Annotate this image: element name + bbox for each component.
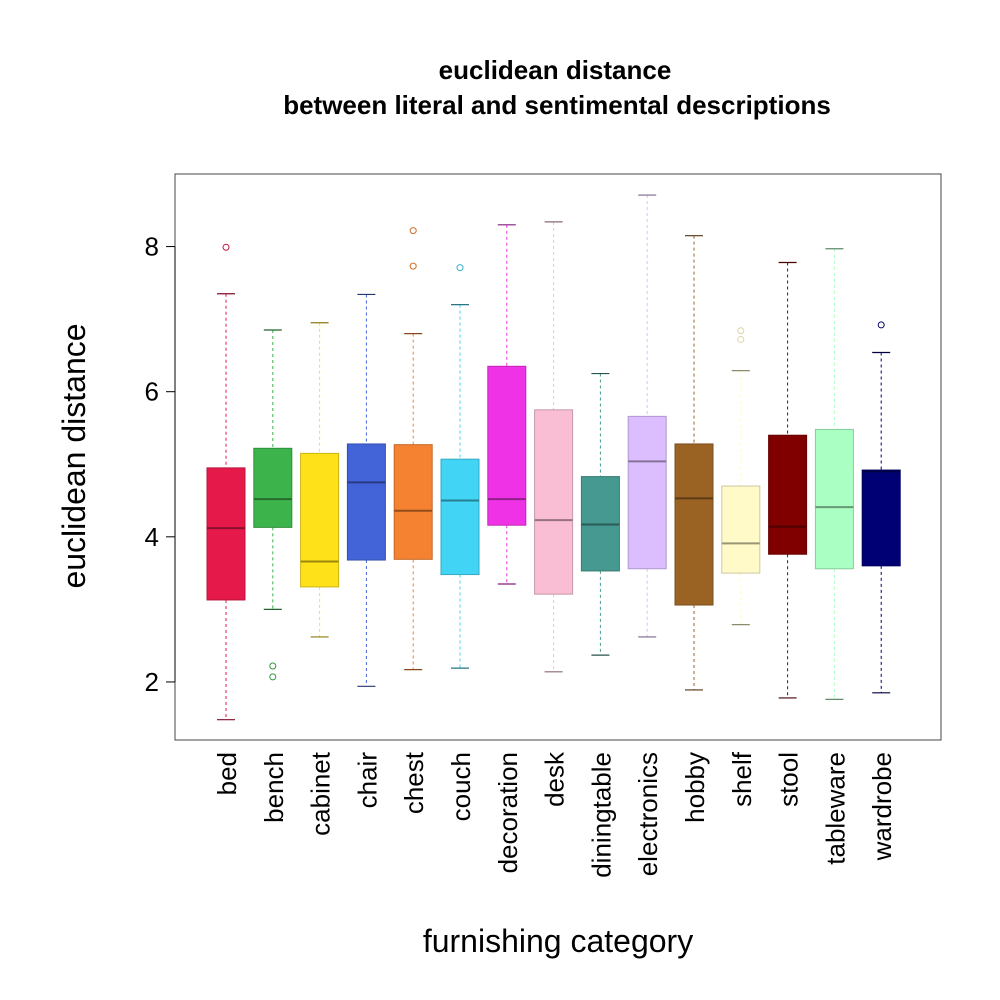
box-iqr [346, 443, 386, 561]
outlier-point [269, 673, 277, 681]
y-tick-label: 6 [145, 377, 159, 407]
box-hobby [674, 235, 714, 691]
box-series [206, 194, 901, 721]
x-tick-label: diningtable [586, 752, 616, 878]
box-diningtable [580, 372, 620, 656]
x-tick-label: chest [399, 751, 429, 814]
x-tick-label: wardrobe [867, 752, 897, 861]
box-iqr [487, 365, 527, 526]
box-iqr [721, 485, 761, 574]
outlier-point [737, 335, 745, 343]
x-tick-label: tableware [820, 752, 850, 865]
chart-title: euclidean distance [439, 55, 672, 85]
x-tick-label: shelf [727, 751, 757, 807]
x-tick-label: chair [352, 752, 382, 809]
x-tick-label: stool [774, 752, 804, 807]
box-iqr [440, 458, 480, 576]
box-iqr [861, 469, 901, 567]
x-tick-label: couch [446, 752, 476, 821]
box-tableware [814, 248, 854, 700]
box-desk [534, 221, 574, 673]
box-iqr [768, 434, 808, 555]
box-bed [206, 243, 246, 721]
x-tick-label: cabinet [306, 751, 336, 836]
outlier-point [456, 264, 464, 272]
box-iqr [300, 452, 340, 588]
outlier-point [737, 327, 745, 335]
outlier-point [269, 662, 277, 670]
box-iqr [534, 409, 574, 595]
box-decoration [487, 224, 527, 585]
box-couch [440, 264, 480, 669]
box-iqr [253, 447, 293, 528]
box-wardrobe [861, 321, 901, 694]
box-electronics [627, 194, 667, 638]
outlier-point [409, 262, 417, 270]
box-iqr [674, 443, 714, 606]
box-iqr [393, 444, 433, 560]
x-tick-label: hobby [680, 752, 710, 823]
x-tick-label: bed [212, 752, 242, 795]
x-axis-label: furnishing category [423, 923, 693, 959]
outlier-point [409, 227, 417, 235]
box-iqr [814, 428, 854, 570]
x-tick-label: desk [540, 751, 570, 807]
box-iqr [627, 415, 667, 570]
x-axis-tick-labels: bed bench cabinet chair chest couch decoration… [212, 751, 897, 878]
y-tick-label: 4 [145, 522, 159, 552]
y-tick-label: 2 [145, 667, 159, 697]
y-axis-label: euclidean distance [56, 323, 92, 588]
x-tick-label: bench [259, 752, 289, 823]
box-cabinet [300, 322, 340, 638]
outlier-point [222, 243, 230, 251]
box-chair [346, 293, 386, 687]
outlier-point [877, 321, 885, 329]
box-chest [393, 227, 433, 671]
x-tick-label: electronics [633, 752, 663, 876]
y-axis: 2 4 6 8 [145, 232, 176, 697]
chart-subtitle: between literal and sentimental descript… [283, 90, 831, 120]
y-tick-label: 8 [145, 232, 159, 262]
box-bench [253, 329, 293, 681]
box-shelf [721, 327, 761, 626]
x-tick-label: decoration [493, 752, 523, 873]
box-stool [768, 261, 808, 699]
box-iqr [206, 467, 246, 601]
